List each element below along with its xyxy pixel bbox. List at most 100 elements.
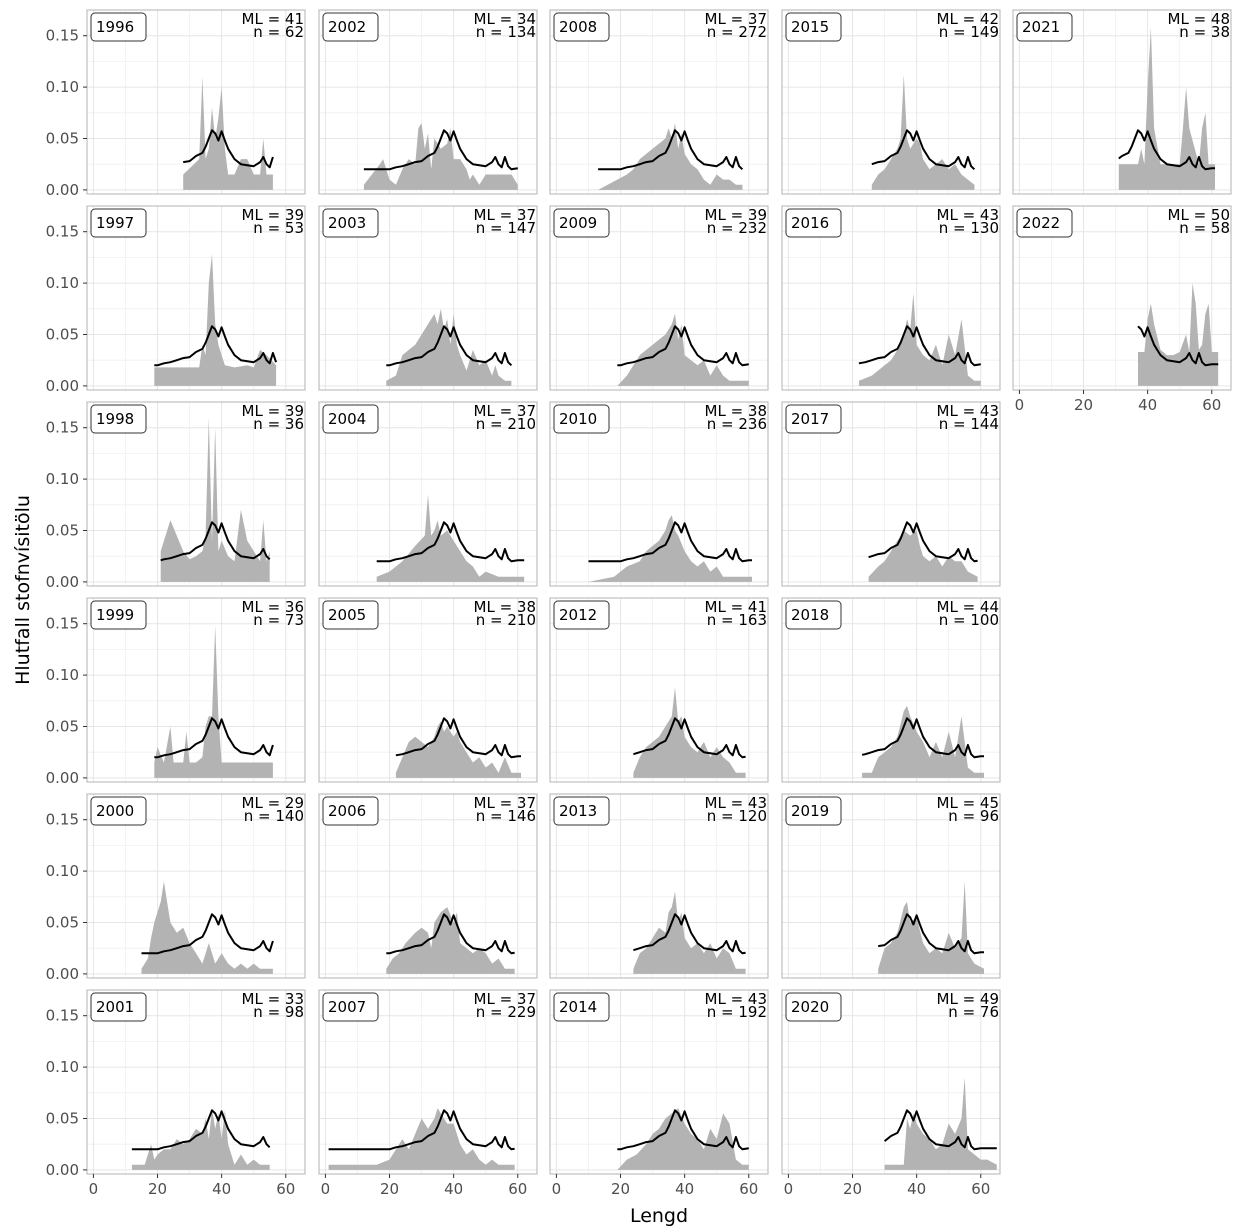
year-label: 2002 bbox=[328, 18, 366, 36]
area-2015 bbox=[871, 74, 975, 190]
panel-2007: 2007 ML = 37n = 229 0 20 40 60 bbox=[318, 989, 538, 1198]
year-label-box bbox=[785, 208, 842, 238]
n-label: n = 58 bbox=[1179, 219, 1230, 237]
x-tick-label: 40 bbox=[444, 1180, 463, 1198]
y-tick-label: 0.00 bbox=[46, 573, 79, 591]
x-tick-label: 60 bbox=[971, 1180, 990, 1198]
year-label-box bbox=[785, 12, 842, 42]
panel-border bbox=[318, 401, 538, 587]
panel-border bbox=[781, 597, 1001, 783]
year-label: 2019 bbox=[791, 802, 829, 820]
area-1999 bbox=[154, 625, 273, 778]
line-1997 bbox=[154, 325, 278, 367]
panel-2010: 2010 ML = 38n = 236 bbox=[549, 401, 769, 587]
area-2004 bbox=[376, 494, 525, 582]
n-label: n = 98 bbox=[253, 1003, 304, 1021]
year-label-box bbox=[785, 404, 842, 434]
line-2021 bbox=[1118, 129, 1215, 171]
panel-2006: 2006 ML = 37n = 146 bbox=[318, 793, 538, 979]
y-tick-label: 0.05 bbox=[46, 913, 79, 931]
year-label: 1999 bbox=[96, 606, 134, 624]
y-tick-label: 0.15 bbox=[46, 223, 79, 241]
panel-border bbox=[1012, 205, 1232, 391]
line-2004 bbox=[376, 521, 525, 563]
year-label: 2017 bbox=[791, 410, 829, 428]
x-tick-label: 40 bbox=[1138, 396, 1157, 414]
line-2003 bbox=[386, 325, 513, 367]
y-tick-label: 0.05 bbox=[46, 1109, 79, 1127]
x-tick-label: 60 bbox=[739, 1180, 758, 1198]
line-2002 bbox=[363, 129, 518, 171]
panel-border bbox=[781, 9, 1001, 195]
line-2018 bbox=[861, 717, 984, 759]
ml-label: ML = 38 bbox=[474, 598, 537, 616]
year-label: 2016 bbox=[791, 214, 829, 232]
year-label: 2021 bbox=[1022, 18, 1060, 36]
line-2010 bbox=[588, 521, 752, 563]
ml-label: ML = 39 bbox=[242, 402, 305, 420]
y-tick-label: 0.10 bbox=[46, 470, 79, 488]
x-tick-label: 0 bbox=[321, 1180, 331, 1198]
year-label: 2005 bbox=[328, 606, 366, 624]
year-label: 2007 bbox=[328, 998, 366, 1016]
year-label: 1998 bbox=[96, 410, 134, 428]
year-label-box bbox=[785, 796, 842, 826]
ml-label: ML = 41 bbox=[242, 10, 305, 28]
year-label-box bbox=[322, 208, 379, 238]
panel-2001: 2001 ML = 33n = 98 0.00 0.05 0.10 0.15 0 20 40 60 bbox=[46, 989, 306, 1198]
area-2014 bbox=[617, 1108, 749, 1170]
year-label-box bbox=[90, 12, 147, 42]
panel-2004: 2004 ML = 37n = 210 bbox=[318, 401, 538, 587]
year-label-box bbox=[553, 404, 610, 434]
area-2002 bbox=[363, 123, 518, 190]
area-2020 bbox=[884, 1077, 997, 1170]
n-label: n = 192 bbox=[707, 1003, 767, 1021]
y-tick-label: 0.10 bbox=[46, 1058, 79, 1076]
year-label-box bbox=[90, 208, 147, 238]
panel-2017: 2017 ML = 43n = 144 bbox=[781, 401, 1001, 587]
ml-label: ML = 37 bbox=[705, 10, 768, 28]
year-label: 2004 bbox=[328, 410, 366, 428]
area-2001 bbox=[131, 1108, 270, 1170]
year-label-box bbox=[322, 12, 379, 42]
year-label: 1996 bbox=[96, 18, 134, 36]
area-2016 bbox=[858, 293, 981, 386]
x-tick-label: 40 bbox=[907, 1180, 926, 1198]
x-tick-label: 20 bbox=[148, 1180, 167, 1198]
x-tick-label: 40 bbox=[212, 1180, 231, 1198]
area-2021 bbox=[1118, 27, 1215, 190]
area-2018 bbox=[862, 705, 984, 778]
year-label-box bbox=[1016, 208, 1073, 238]
x-tick-label: 20 bbox=[843, 1180, 862, 1198]
line-2005 bbox=[395, 717, 521, 759]
year-label: 2014 bbox=[559, 998, 597, 1016]
ml-label: ML = 49 bbox=[937, 990, 1000, 1008]
ml-label: ML = 36 bbox=[242, 598, 305, 616]
panel-border bbox=[86, 205, 306, 391]
panel-border bbox=[781, 989, 1001, 1175]
line-2009 bbox=[617, 325, 749, 367]
year-label-box bbox=[1016, 12, 1073, 42]
panel-border bbox=[781, 793, 1001, 979]
n-label: n = 76 bbox=[948, 1003, 999, 1021]
y-tick-label: 0.00 bbox=[46, 965, 79, 983]
panel-2019: 2019 ML = 45n = 96 bbox=[781, 793, 1001, 979]
panel-2020: 2020 ML = 49n = 76 0 20 40 60 bbox=[781, 989, 1001, 1198]
x-tick-label: 40 bbox=[675, 1180, 694, 1198]
panel-2009: 2009 ML = 39n = 232 bbox=[549, 205, 769, 391]
panel-border bbox=[549, 9, 769, 195]
n-label: n = 163 bbox=[707, 611, 767, 629]
panel-2008: 2008 ML = 37n = 272 bbox=[549, 9, 769, 195]
year-label-box bbox=[90, 796, 147, 826]
n-label: n = 140 bbox=[244, 807, 304, 825]
year-label-box bbox=[553, 12, 610, 42]
line-2020 bbox=[883, 1109, 997, 1151]
area-2019 bbox=[878, 881, 984, 974]
area-2005 bbox=[395, 721, 521, 778]
area-2003 bbox=[386, 308, 512, 386]
panel-1996: 1996 ML = 41n = 62 0.00 0.05 0.10 0.15 bbox=[46, 9, 306, 199]
panel-2015: 2015 ML = 42n = 149 bbox=[781, 9, 1001, 195]
ml-label: ML = 41 bbox=[705, 598, 768, 616]
panel-border bbox=[86, 989, 306, 1175]
